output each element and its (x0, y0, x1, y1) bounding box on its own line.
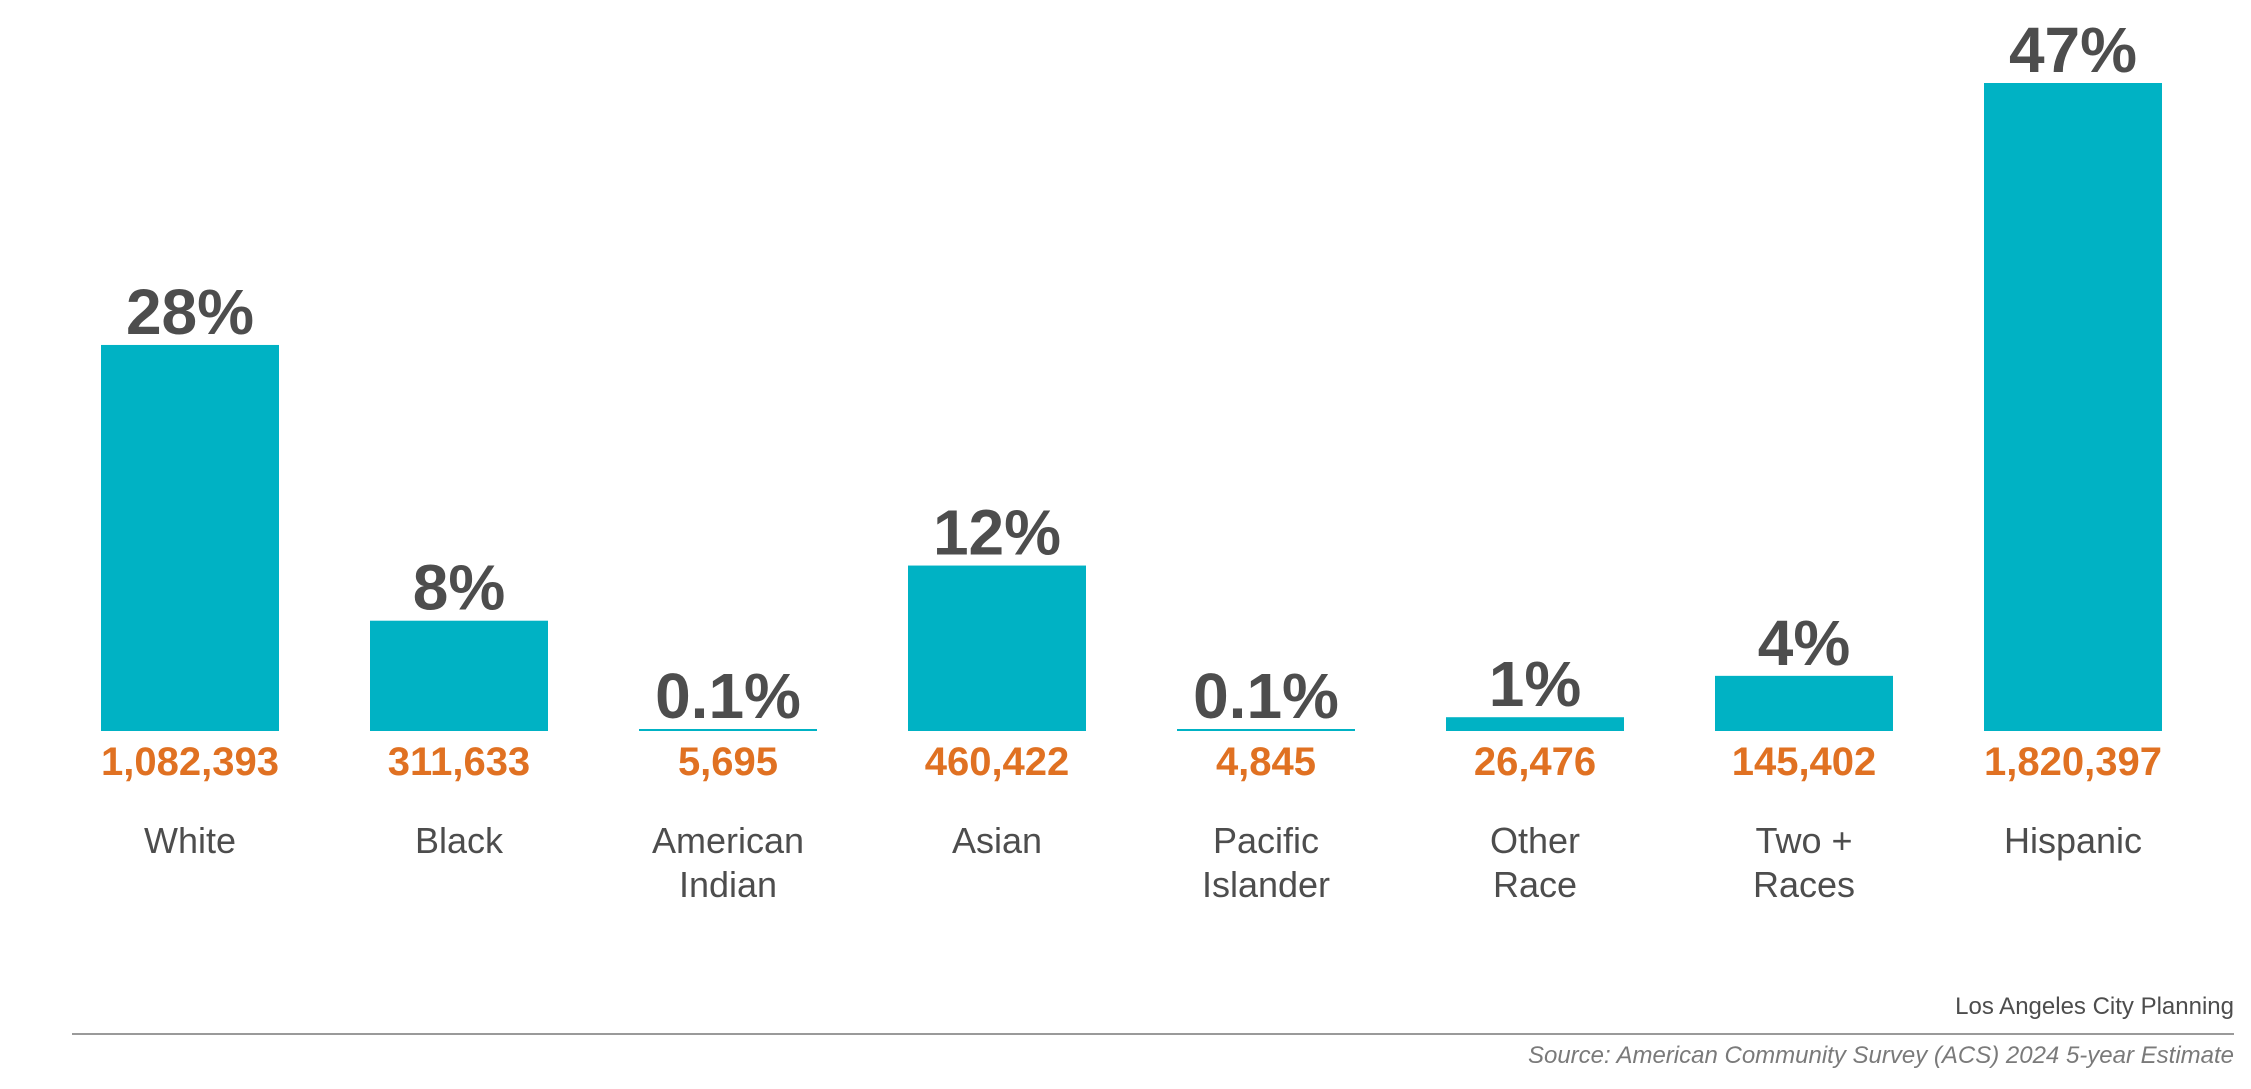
percent-label-other-race: 1% (1489, 648, 1582, 720)
percent-labels-group: 28% 8% 0.1% 12% 0.1% 1% 4% 47% (126, 14, 2137, 732)
percent-label-black: 8% (413, 552, 506, 624)
bar-black (370, 620, 548, 731)
count-label-black: 311,633 (388, 740, 530, 784)
percent-label-pacific-islander: 0.1% (1193, 660, 1339, 732)
count-label-other-race: 26,476 (1474, 740, 1596, 784)
category-label-american-indian-line-2: Indian (679, 864, 777, 905)
percent-label-two-races: 4% (1758, 607, 1851, 679)
count-labels-group: 1,082,393 311,633 5,695 460,422 4,845 26,476 1… (101, 740, 2162, 784)
bar-pacific-islander (1177, 729, 1355, 731)
credit-text: Los Angeles City Planning (1955, 993, 2234, 1020)
bars-group (101, 83, 2162, 731)
category-label-two-races-line-1: Two + (1755, 820, 1852, 861)
percent-label-american-indian: 0.1% (655, 660, 801, 732)
bar-white (101, 344, 279, 731)
category-label-asian: Asian (952, 820, 1042, 861)
category-label-other-race-line-1: Other (1490, 820, 1580, 861)
bar-american-indian (639, 729, 817, 731)
source-note: Source: American Community Survey (ACS) … (1527, 1042, 2234, 1069)
bar-hispanic (1984, 83, 2162, 731)
bar-asian (908, 565, 1086, 731)
category-label-hispanic: Hispanic (2004, 820, 2142, 861)
category-label-black: Black (415, 820, 504, 861)
count-label-two-races: 145,402 (1732, 740, 1877, 784)
category-label-pacific-islander-line-2: Islander (1202, 864, 1330, 905)
count-label-asian: 460,422 (925, 740, 1070, 784)
count-label-hispanic: 1,820,397 (1984, 740, 2162, 784)
footer-divider (72, 1033, 2234, 1035)
count-label-white: 1,082,393 (101, 740, 279, 784)
bar-other-race (1446, 717, 1624, 731)
category-label-white: White (144, 820, 236, 861)
count-label-pacific-islander: 4,845 (1216, 740, 1316, 784)
bar-two-races (1715, 675, 1893, 731)
percent-label-hispanic: 47% (2009, 14, 2137, 86)
count-label-american-indian: 5,695 (678, 740, 778, 784)
category-label-other-race-line-2: Race (1493, 864, 1577, 905)
category-label-american-indian-line-1: American (652, 820, 804, 861)
percent-label-white: 28% (126, 276, 254, 348)
category-label-two-races-line-2: Races (1753, 864, 1855, 905)
category-label-pacific-islander-line-1: Pacific (1213, 820, 1319, 861)
percent-label-asian: 12% (933, 497, 1061, 569)
